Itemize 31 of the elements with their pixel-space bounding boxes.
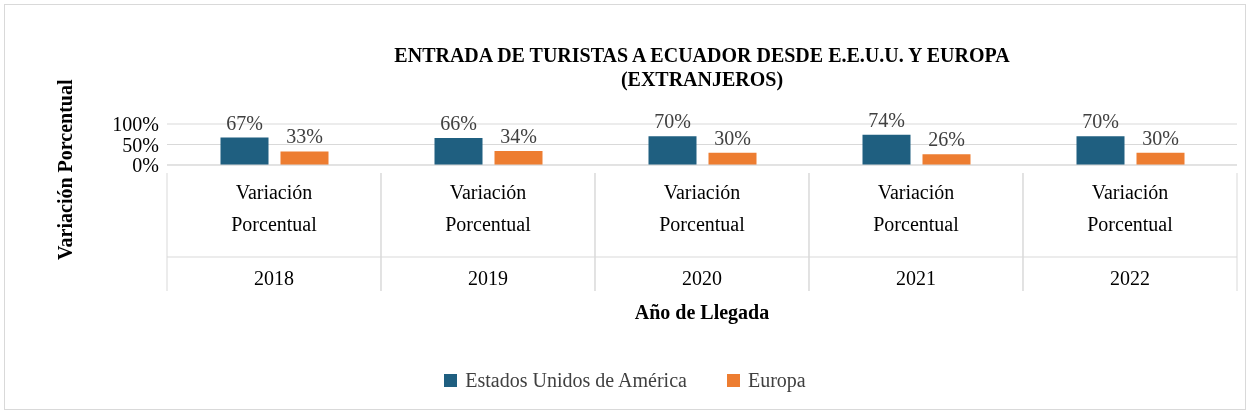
y-axis-title: Variación Porcentual [53,79,77,260]
data-label: 70% [1082,110,1119,133]
bar [494,151,543,165]
category-label: Variación Porcentual 2019 [445,181,531,289]
bar [280,151,329,165]
category-label: Variación Porcentual 2021 [873,181,959,289]
legend-label: Estados Unidos de América [464,369,687,392]
category-label: Variación Porcentual 2022 [1087,181,1173,289]
chart-title: ENTRADA DE TURISTAS A ECUADOR DESDE E.E.U.U. Y EUROPA (EXTRANJEROS) [393,43,1011,91]
data-label: 67% [226,111,263,134]
data-label: 33% [286,125,323,148]
data-label: 30% [714,126,751,149]
data-label: 30% [1142,126,1179,149]
bar [1076,136,1125,165]
data-label: 26% [928,128,965,151]
category-label: Variación Porcentual 2018 [231,181,317,289]
bar [862,134,911,165]
category-label: Variación Porcentual 2020 [659,181,745,289]
bar [220,137,269,165]
text: Año de Llegada [633,301,771,324]
bar [922,154,971,165]
data-label: 66% [440,111,477,134]
legend-label: Europa [746,369,806,392]
y-tick-label: 0% [132,154,159,177]
bar [434,137,483,165]
y-tick-label: 100% [112,113,159,136]
data-label: 70% [654,110,691,133]
data-label: 34% [500,125,537,148]
y-tick-label: 50% [122,133,159,156]
data-label: 74% [868,108,905,131]
bar [648,136,697,165]
